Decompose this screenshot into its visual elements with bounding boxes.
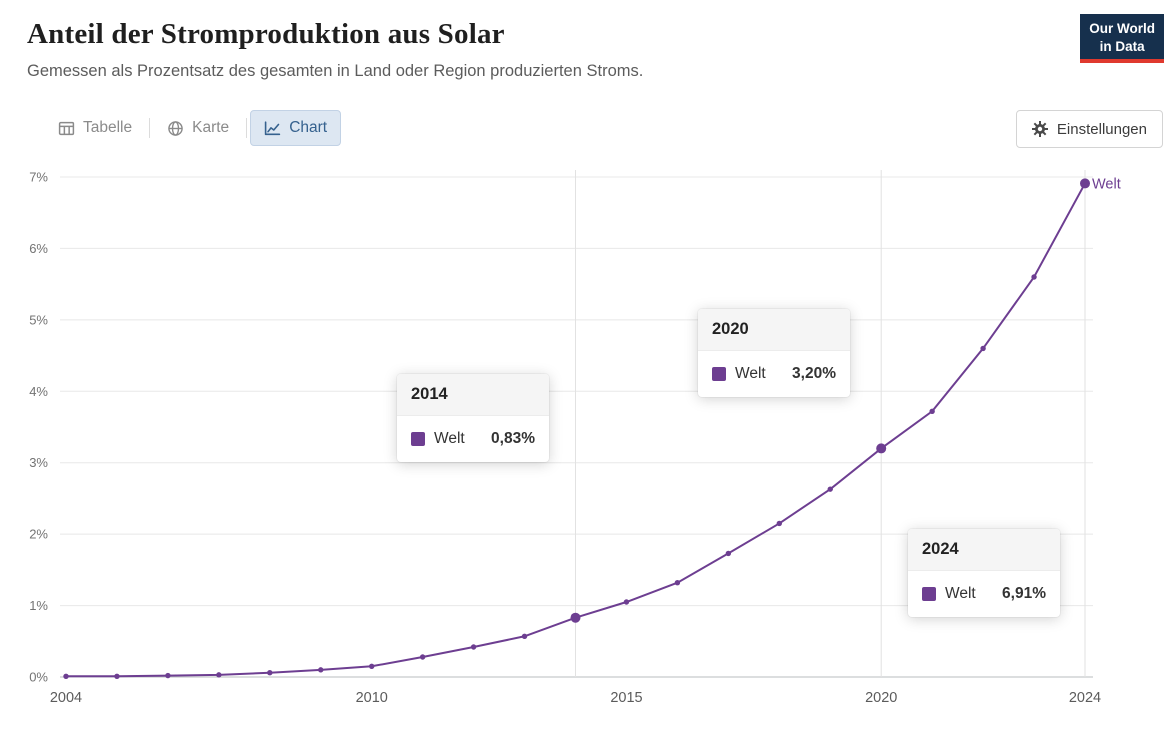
tab-chart[interactable]: Chart [250,110,342,146]
y-axis-tick-label: 1% [29,598,48,613]
data-point[interactable] [827,486,833,492]
y-axis-tick-label: 2% [29,527,48,542]
tooltip-2024: 2024 Welt 6,91% [908,529,1060,617]
series-value: 0,83% [491,430,535,447]
series-name: Welt [735,365,766,382]
y-axis-tick-label: 6% [29,241,48,256]
page-subtitle: Gemessen als Prozentsatz des gesamten in… [27,62,644,80]
tooltip-year: 2020 [698,309,850,351]
y-axis-tick-label: 7% [29,170,48,185]
logo-line1: Our World [1089,21,1155,36]
chart-icon [264,120,281,137]
data-point[interactable] [419,654,426,660]
settings-label: Einstellungen [1056,120,1147,138]
tooltip-body: Welt 6,91% [908,571,1060,617]
x-axis-tick-label: 2010 [356,690,388,706]
x-axis-tick-label: 2024 [1069,690,1101,706]
series-swatch [922,587,936,601]
tab-separator [246,118,248,138]
tab-label: Chart [289,119,328,136]
data-point[interactable] [1080,178,1090,189]
data-point[interactable] [318,667,324,673]
series-end-label: Welt [1092,176,1121,192]
y-axis-tick-label: 3% [29,455,48,470]
data-point[interactable] [114,673,120,679]
data-point[interactable] [63,673,69,679]
gear-icon [1031,121,1048,137]
data-point[interactable] [929,408,935,414]
series-name: Welt [434,430,465,447]
series-value: 3,20% [792,365,836,382]
table-icon [58,120,75,137]
page-title: Anteil der Stromproduktion aus Solar [27,18,505,50]
data-point[interactable] [776,520,782,527]
data-point[interactable] [470,644,477,650]
y-axis-tick-label: 0% [29,670,48,685]
data-point[interactable] [1031,274,1037,280]
tab-separator [149,118,151,138]
tab-tabelle[interactable]: Tabelle [44,110,146,146]
data-point[interactable] [570,612,581,623]
tooltip-year: 2014 [397,374,549,416]
x-axis-tick-label: 2015 [610,690,642,706]
series-swatch [712,367,726,381]
series-swatch [411,432,425,446]
data-point[interactable] [623,599,630,605]
data-point[interactable] [674,580,681,586]
data-point[interactable] [216,672,222,678]
tooltip-body: Welt 3,20% [698,351,850,397]
y-axis-tick-label: 4% [29,384,48,399]
data-point[interactable] [369,663,375,669]
tooltip-year: 2024 [908,529,1060,571]
x-axis-tick-label: 2020 [865,690,897,706]
tab-karte[interactable]: Karte [153,110,243,146]
view-tabs: Tabelle Karte Chart [44,110,342,146]
tooltip-2020: 2020 Welt 3,20% [698,309,850,397]
data-point[interactable] [725,550,732,557]
owid-logo[interactable]: Our World in Data [1080,14,1164,64]
data-point[interactable] [165,672,171,679]
data-point[interactable] [980,345,986,352]
x-axis-tick-label: 2004 [50,690,82,706]
y-axis-tick-label: 5% [29,312,48,327]
logo-line2: in Data [1099,38,1145,54]
series-name: Welt [945,585,976,602]
tooltip-body: Welt 0,83% [397,416,549,462]
tab-label: Karte [192,119,230,136]
settings-button[interactable]: Einstellungen [1015,110,1163,148]
tooltip-2014: 2014 Welt 0,83% [397,374,549,462]
globe-icon [167,120,184,137]
data-point[interactable] [267,670,273,676]
data-point[interactable] [876,443,887,454]
series-value: 6,91% [1002,585,1046,602]
tab-label: Tabelle [83,119,133,136]
data-point[interactable] [521,633,528,639]
